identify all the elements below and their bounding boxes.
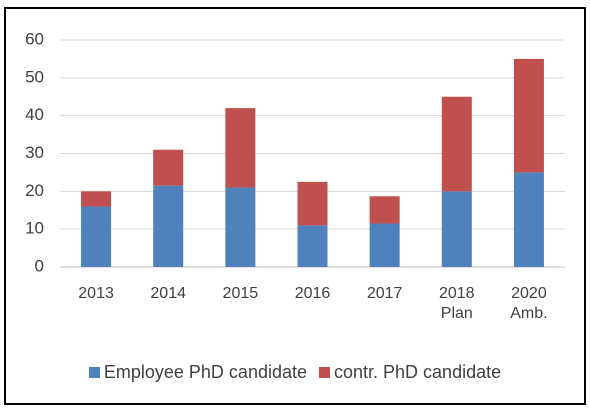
x-tick-label: 2020 Amb. bbox=[510, 285, 548, 322]
bar-segment bbox=[81, 191, 112, 207]
frame bbox=[4, 7, 586, 405]
y-tick-label: 0 bbox=[35, 256, 44, 275]
y-tick-label: 40 bbox=[25, 105, 44, 124]
legend-swatch bbox=[319, 367, 330, 378]
x-tick-label: 2015 bbox=[222, 285, 259, 302]
bar-segment bbox=[441, 191, 472, 267]
y-tick-label: 50 bbox=[25, 67, 44, 86]
legend-item: Employee PhD candidate bbox=[88, 362, 307, 383]
y-tick-label: 10 bbox=[25, 219, 44, 238]
bar-segment bbox=[297, 225, 328, 267]
bar-segment bbox=[153, 185, 184, 267]
legend-swatch bbox=[88, 367, 100, 378]
y-tick-label: 60 bbox=[25, 29, 44, 48]
bar-segment bbox=[441, 96, 472, 192]
y-tick-label: 30 bbox=[25, 143, 44, 162]
x-tick-label: 2017 bbox=[366, 285, 403, 302]
x-tick-label: 2014 bbox=[150, 285, 186, 302]
bar-segment bbox=[81, 206, 112, 267]
legend-label: Employee PhD candidate bbox=[103, 362, 307, 382]
bar-segment bbox=[369, 196, 400, 224]
x-tick-label: 2013 bbox=[78, 285, 114, 302]
bar-segment bbox=[225, 187, 256, 267]
y-tick-label: 20 bbox=[25, 181, 44, 200]
bar-segment bbox=[513, 58, 544, 173]
x-tick-label: 2016 bbox=[294, 285, 331, 302]
bar-segment bbox=[153, 149, 184, 186]
bar-segment bbox=[513, 172, 544, 267]
legend: Employee PhD candidate contr. PhD candida… bbox=[0, 362, 590, 383]
bar-segment bbox=[297, 181, 328, 226]
x-tick-label: 2018 Plan bbox=[438, 285, 475, 322]
bar-segment bbox=[225, 108, 256, 188]
legend-item: contr. PhD candidate bbox=[319, 362, 501, 383]
legend-label: contr. PhD candidate bbox=[334, 362, 502, 382]
bar-segment bbox=[369, 223, 400, 267]
